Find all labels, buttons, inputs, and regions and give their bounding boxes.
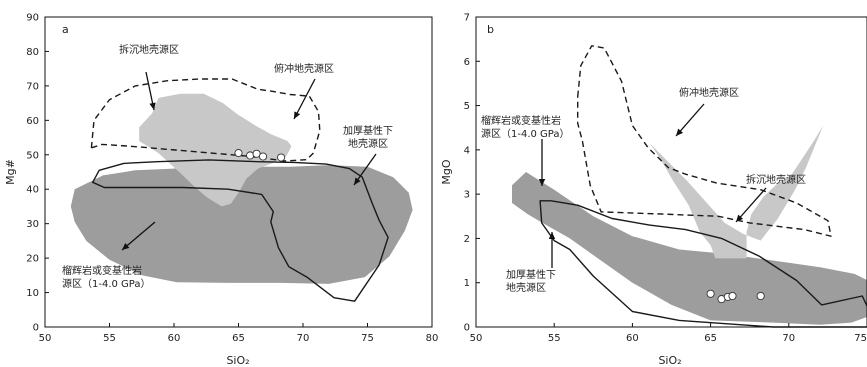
field-1	[649, 125, 824, 259]
x-tick-label: 50	[470, 333, 483, 344]
x-axis-label: SiO₂	[226, 354, 249, 367]
x-tick-label: 60	[168, 333, 181, 344]
data-point	[756, 291, 765, 301]
panel-a: 50 55 60 65 70 75 80 0 10 20 30 40 50 60 70 80 90 SiO₂ Mg#…	[4, 13, 438, 367]
x-tick-label: 55	[548, 333, 561, 344]
data-point	[277, 153, 286, 162]
annotation-arrow-line	[735, 187, 767, 223]
annotation-label: 地壳源区	[506, 281, 546, 294]
annotation-label: 榴辉岩或变基性岩	[62, 264, 142, 277]
y-tick-label: 30	[26, 219, 39, 230]
y-tick-label: 0	[464, 323, 470, 334]
y-tick-label: 50	[26, 150, 39, 161]
annotation-arrowhead	[149, 102, 156, 110]
y-tick-label: 1	[464, 278, 470, 289]
annotation-label: 拆沉地壳源区	[119, 43, 179, 56]
annotation-arrowhead	[676, 128, 684, 136]
y-tick-label: 80	[26, 47, 39, 58]
data-point	[234, 149, 243, 158]
annotation-arrowhead	[354, 177, 361, 185]
y-tick-label: 4	[464, 145, 470, 156]
y-tick-label: 2	[464, 234, 470, 245]
annotation-label: 源区（1-4.0 GPa）	[62, 277, 151, 290]
y-tick-label: 90	[26, 13, 39, 24]
x-tick-label: 55	[103, 333, 116, 344]
y-tick-label: 40	[26, 185, 39, 196]
x-tick-label: 75	[854, 333, 867, 344]
annotation-arrowhead	[538, 179, 546, 186]
x-tick-label: 80	[426, 333, 439, 344]
x-tick-label: 65	[704, 333, 717, 344]
y-tick-label: 5	[464, 101, 470, 112]
annotation-label: 地壳源区	[348, 137, 388, 150]
x-tick-label: 50	[39, 333, 52, 344]
y-tick-label: 6	[464, 57, 470, 68]
panel-label: b	[487, 23, 494, 36]
annotation-arrow-line	[121, 221, 156, 251]
annotation-arrowhead	[548, 232, 556, 239]
field-2	[90, 78, 321, 162]
data-point	[728, 291, 737, 301]
x-tick-label: 70	[297, 333, 310, 344]
x-tick-label: 70	[782, 333, 795, 344]
annotation-arrow-line	[675, 103, 705, 137]
annotation-label: 俯冲地壳源区	[274, 62, 334, 75]
y-tick-label: 0	[33, 323, 39, 334]
data-point	[258, 152, 268, 161]
y-tick-label: 20	[26, 254, 39, 265]
panel-b: 50 55 60 65 70 75 0 1 2 3 4 5 6 7 SiO₂ MgO b 榴辉岩或变基性岩源区（1…	[440, 13, 867, 367]
annotation-arrow-line	[293, 78, 316, 120]
y-tick-label: 60	[26, 116, 39, 127]
y-tick-label: 7	[464, 13, 470, 24]
annotation-arrowhead	[294, 111, 301, 119]
x-tick-label: 75	[361, 333, 374, 344]
x-tick-label: 65	[232, 333, 245, 344]
field-3	[91, 159, 389, 302]
field-1	[70, 165, 413, 284]
y-tick-label: 70	[26, 81, 39, 92]
annotation-label: 拆沉地壳源区	[746, 173, 806, 186]
annotation-label: 榴辉岩或变基性岩	[481, 114, 561, 127]
field-0	[139, 93, 292, 207]
y-axis-label: Mg#	[4, 159, 17, 185]
annotation-label: 加厚基性下	[506, 268, 556, 281]
field-0	[512, 172, 867, 325]
y-axis-label: MgO	[440, 159, 453, 184]
y-tick-label: 10	[26, 288, 39, 299]
annotation-label: 加厚基性下	[343, 124, 393, 137]
annotation-arrowhead	[122, 243, 130, 250]
field-2	[577, 45, 832, 237]
x-axis-label: SiO₂	[658, 354, 681, 367]
panel-label: a	[62, 23, 69, 36]
y-tick-label: 3	[464, 190, 470, 201]
plot-frame	[475, 16, 867, 328]
annotation-arrowhead	[736, 214, 744, 222]
data-point	[706, 289, 715, 298]
field-3	[539, 200, 867, 328]
annotation-label: 俯冲地壳源区	[679, 86, 739, 99]
x-tick-label: 60	[626, 333, 639, 344]
annotation-label: 源区（1-4.0 GPa）	[481, 127, 570, 140]
